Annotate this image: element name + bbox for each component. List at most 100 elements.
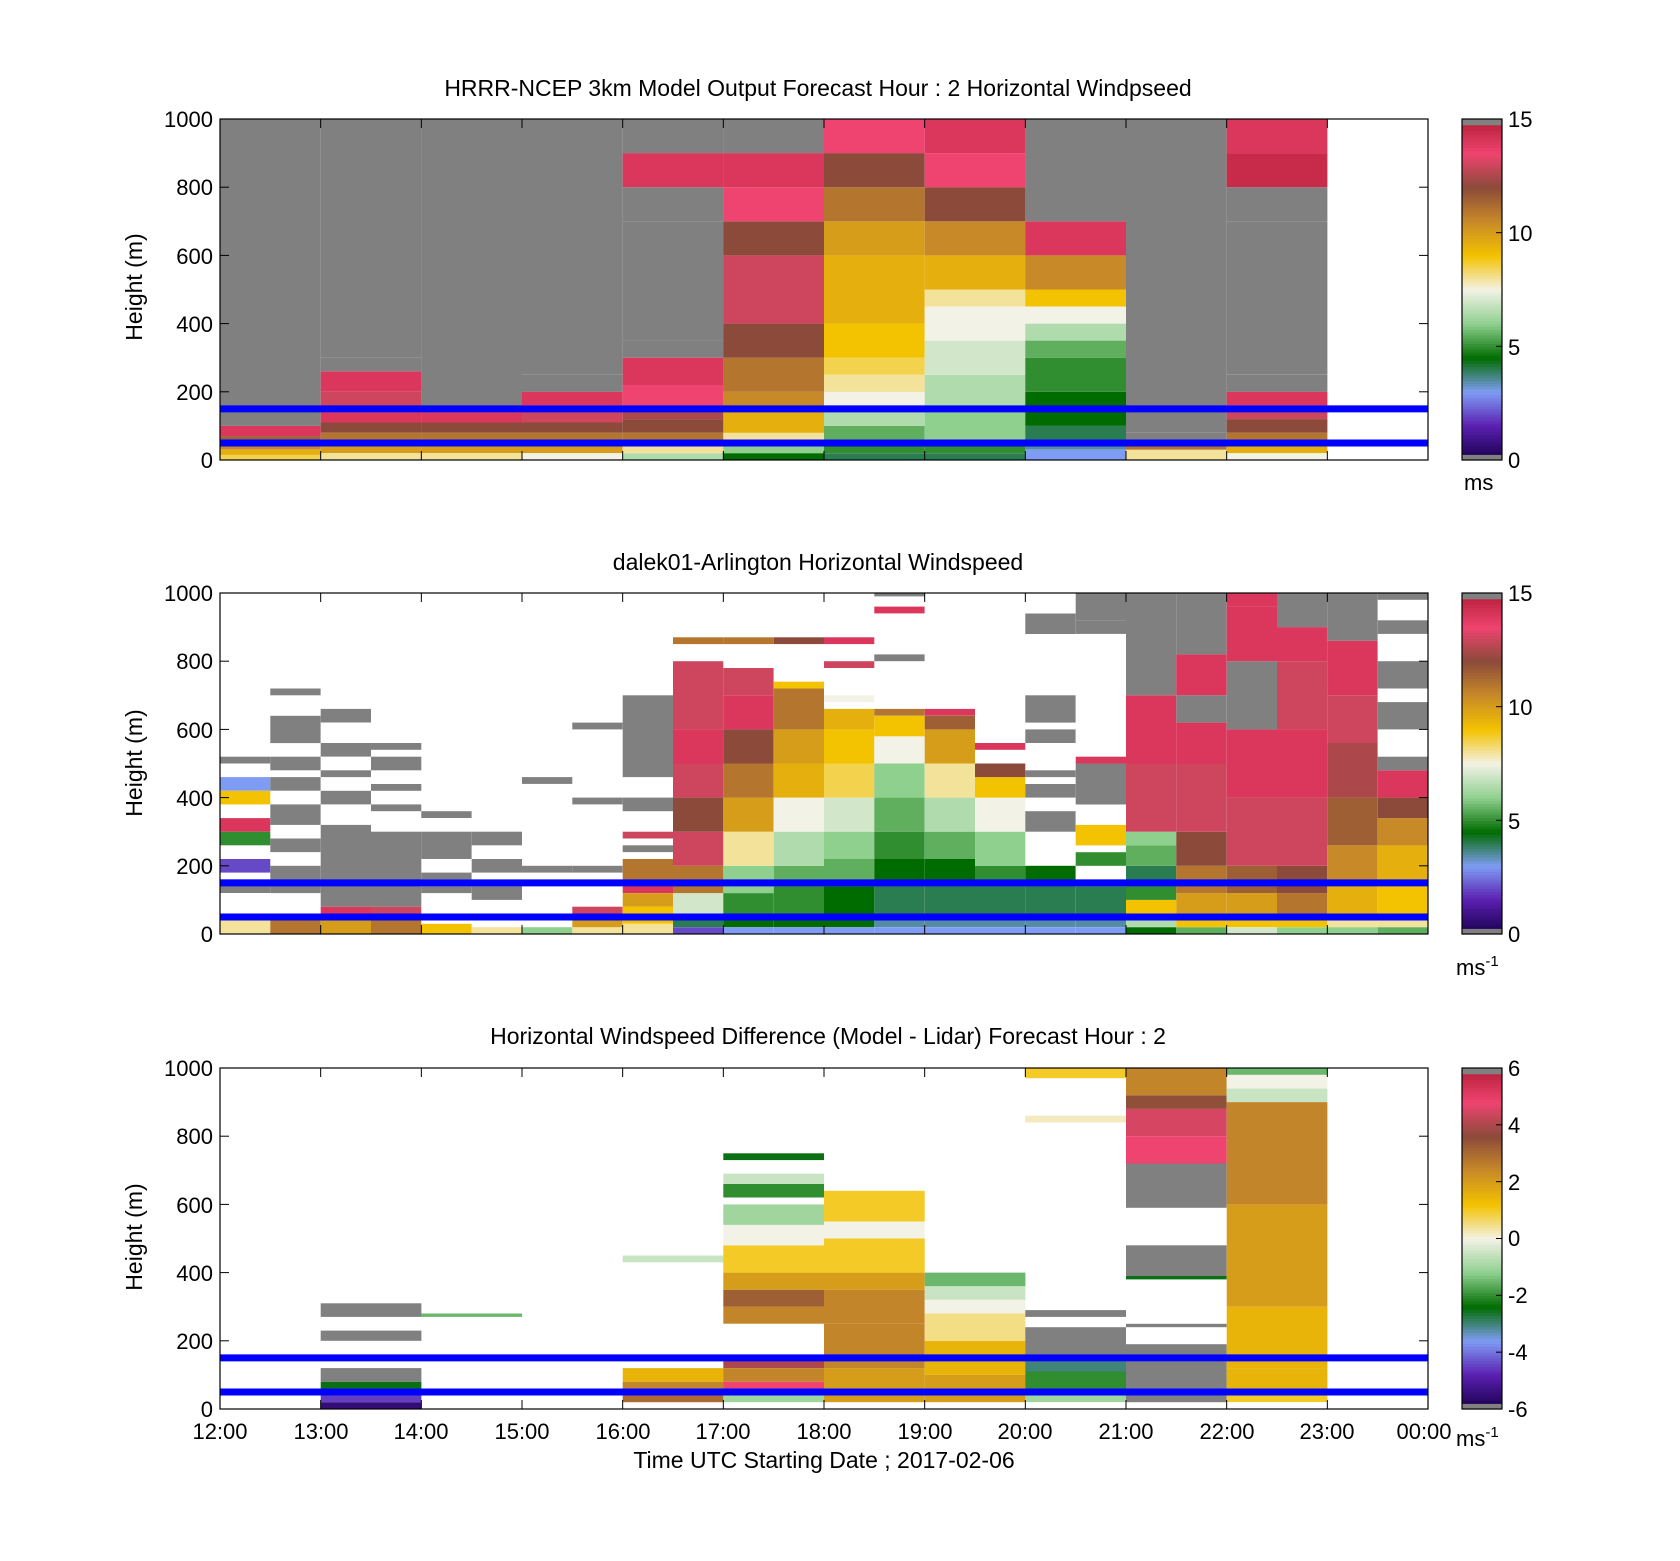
colorbar-tick: 10 <box>1508 695 1532 720</box>
colorbar-segment <box>1462 1079 1502 1083</box>
heatmap-cell <box>874 797 925 832</box>
heatmap-cell <box>673 637 724 645</box>
heatmap-cell <box>723 221 824 256</box>
colorbar-segment <box>1462 261 1502 265</box>
heatmap-cell <box>622 153 724 188</box>
heatmap-cell <box>824 1238 925 1273</box>
colorbar-segment <box>1462 1184 1502 1188</box>
heatmap-cell <box>270 688 321 696</box>
colorbar-segment <box>1462 326 1502 330</box>
colorbar-segment <box>1462 1232 1502 1237</box>
heatmap-cell <box>1025 255 1126 290</box>
colorbar-segment <box>1462 1221 1502 1225</box>
heatmap-cell <box>320 1368 422 1382</box>
colorbar-segment <box>1462 1181 1502 1186</box>
panel-lidar-colorbar-ticks: 0 5 10 15 <box>1508 581 1532 947</box>
colorbar-segment <box>1462 272 1502 276</box>
colorbar-segment <box>1462 130 1502 134</box>
colorbar-segment <box>1462 403 1502 407</box>
heatmap-cell <box>1226 187 1328 222</box>
colorbar-segment <box>1462 1303 1502 1308</box>
heatmap-cell <box>723 797 774 832</box>
colorbar-segment <box>1462 803 1502 807</box>
heatmap-cell <box>622 385 724 406</box>
heatmap-cell <box>723 729 774 764</box>
colorbar-segment <box>1462 928 1502 932</box>
colorbar-segment <box>1462 777 1502 782</box>
heatmap-cell <box>773 797 824 832</box>
colorbar-segment <box>1462 1391 1502 1396</box>
heatmap-cell <box>874 708 925 716</box>
colorbar-segment <box>1462 601 1502 605</box>
heatmap-cell <box>1176 763 1227 832</box>
heatmap-cell <box>773 927 824 934</box>
heatmap-cell <box>924 1272 1026 1287</box>
panel-difference-colorbar-unit: ms-1 <box>1456 1424 1499 1451</box>
colorbar-segment <box>1462 1124 1502 1129</box>
colorbar-segment <box>1462 763 1502 767</box>
heatmap-cell <box>1176 695 1227 723</box>
heatmap-cell <box>522 442 623 454</box>
colorbar-segment <box>1462 1306 1502 1311</box>
heatmap-cell <box>824 1323 925 1369</box>
colorbar-segment <box>1462 161 1502 166</box>
heatmap-cell <box>622 187 724 222</box>
panel-lidar-ytick: 600 <box>176 718 213 743</box>
colorbar-segment <box>1462 209 1502 214</box>
colorbar-segment <box>1462 431 1502 436</box>
heatmap-cell <box>1126 1095 1227 1109</box>
colorbar-segment <box>1462 136 1502 140</box>
heatmap-cell <box>924 119 1026 154</box>
panel-lidar-ytick: 0 <box>201 922 213 947</box>
colorbar-segment <box>1462 374 1502 379</box>
heatmap-cell <box>975 831 1026 866</box>
colorbar-segment <box>1462 1190 1502 1194</box>
heatmap-cell <box>824 323 925 358</box>
colorbar-segment <box>1462 133 1502 137</box>
colorbar-segment <box>1462 783 1502 787</box>
panel-model-ytick: 600 <box>176 244 213 269</box>
heatmap-cell <box>320 770 371 778</box>
colorbar-segment <box>1462 1323 1502 1328</box>
heatmap-cell <box>622 221 724 341</box>
heatmap-cell <box>924 340 1026 375</box>
colorbar-segment <box>1462 1315 1502 1319</box>
heatmap-cell <box>622 442 724 454</box>
colorbar-segment <box>1462 672 1502 677</box>
colorbar-segment <box>1462 408 1502 413</box>
colorbar-segment <box>1462 1229 1502 1234</box>
colorbar-segment <box>1462 121 1502 126</box>
heatmap-cell <box>371 920 422 934</box>
heatmap-cell <box>874 715 925 737</box>
colorbar-segment <box>1462 658 1502 662</box>
heatmap-cell <box>924 886 975 914</box>
colorbar-segment <box>1462 269 1502 274</box>
colorbar-segment <box>1462 894 1502 898</box>
colorbar-segment <box>1462 1102 1502 1106</box>
panel-difference-yticks: 0 200 400 600 800 1000 <box>164 1056 213 1422</box>
colorbar-segment <box>1462 229 1502 234</box>
heatmap-cell <box>1226 593 1277 607</box>
colorbar-segment <box>1462 1343 1502 1348</box>
heatmap-cell <box>1327 593 1378 641</box>
heatmap-cell <box>1377 756 1428 771</box>
colorbar-segment <box>1462 1113 1502 1117</box>
colorbar-segment <box>1462 808 1502 813</box>
panel-difference-xtick: 17:00 <box>695 1419 750 1444</box>
colorbar-segment <box>1462 860 1502 864</box>
colorbar-segment <box>1462 286 1502 291</box>
heatmap-cell <box>723 1368 824 1382</box>
colorbar-segment <box>1462 749 1502 753</box>
colorbar-segment <box>1462 1121 1502 1126</box>
heatmap-cell <box>1025 357 1126 392</box>
heatmap-cell <box>874 736 925 764</box>
heatmap-cell <box>1025 1361 1126 1372</box>
colorbar-tick: 0 <box>1508 448 1520 473</box>
heatmap-cell <box>471 927 522 934</box>
colorbar-segment <box>1462 877 1502 881</box>
colorbar-segment <box>1462 1389 1502 1393</box>
panel-lidar-ytick: 400 <box>176 786 213 811</box>
colorbar-segment <box>1462 1301 1502 1305</box>
heatmap-cell <box>723 893 774 914</box>
colorbar-segment <box>1462 615 1502 620</box>
